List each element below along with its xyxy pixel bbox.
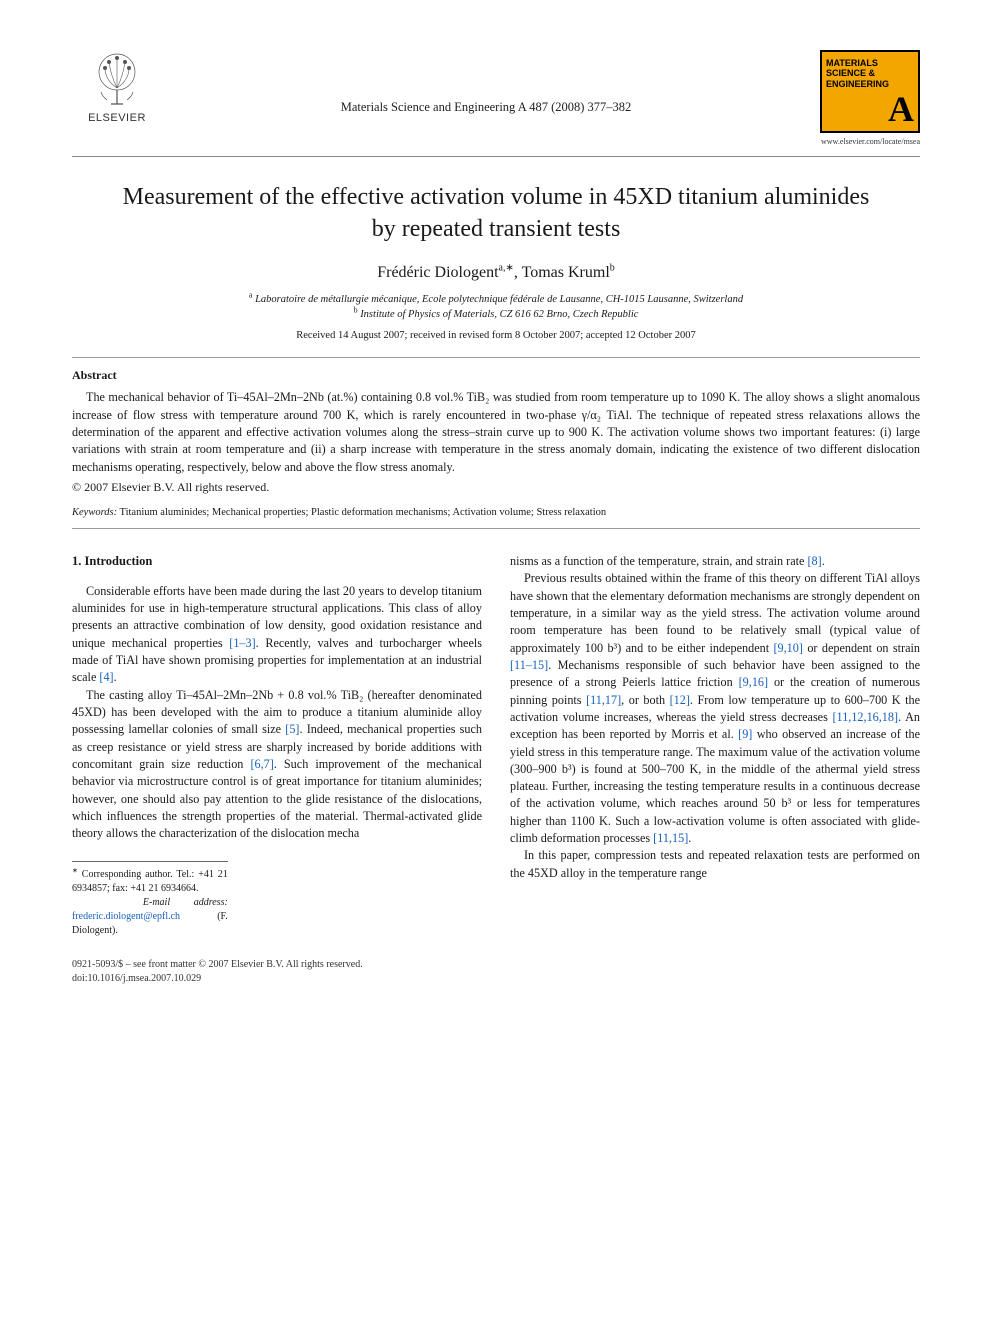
author-1-marks: a,∗ [499,262,514,273]
ref-11-15b[interactable]: [11,15] [653,831,688,845]
abstract-bottom-rule [72,528,920,529]
affiliation-b: Institute of Physics of Materials, CZ 61… [360,309,638,320]
corresponding-author: ∗ Corresponding author. Tel.: +41 21 693… [72,868,228,896]
email-label: E-mail address: [143,897,228,908]
intro-p3e: , or both [621,693,669,707]
intro-p3b: or dependent on strain [803,641,920,655]
intro-p3: Previous results obtained within the fra… [510,570,920,847]
elsevier-tree-icon [87,50,147,110]
journal-reference: Materials Science and Engineering A 487 … [162,50,810,115]
publisher-name: ELSEVIER [72,112,162,124]
abstract-copyright: © 2007 Elsevier B.V. All rights reserved… [72,480,920,495]
ref-11-15[interactable]: [11–15] [510,658,548,672]
article-dates: Received 14 August 2007; received in rev… [72,330,920,341]
abstract-label: Abstract [72,368,920,383]
authors: Frédéric Diologenta,∗, Tomas Krumlb [72,264,920,282]
ref-9-16[interactable]: [9,16] [739,675,768,689]
journal-logo: MATERIALS SCIENCE & ENGINEERING A www.el… [810,50,920,146]
affiliations: a Laboratoire de métallurgie mécanique, … [72,292,920,322]
publisher-logo: ELSEVIER [72,50,162,124]
body-columns: 1. Introduction Considerable efforts hav… [72,553,920,938]
page-container: ELSEVIER Materials Science and Engineeri… [0,0,992,1026]
article-title: Measurement of the effective activation … [112,181,880,246]
ref-11-12-16-18[interactable]: [11,12,16,18] [833,710,899,724]
abstract-body: The mechanical behavior of Ti–45Al–2Mn–2… [72,390,920,473]
author-1: Frédéric Diologent [377,264,498,281]
journal-logo-letter: A [826,91,914,127]
journal-logo-box: MATERIALS SCIENCE & ENGINEERING A [820,50,920,133]
header-rule [72,156,920,157]
intro-p3h: who observed an increase of the yield st… [510,727,920,845]
email-line: E-mail address: frederic.diologent@epfl.… [72,896,228,938]
keywords-label: Keywords: [72,507,117,518]
intro-p2-cont: nisms as a function of the temperature, … [510,553,920,570]
abstract-text: The mechanical behavior of Ti–45Al–2Mn–2… [72,389,920,476]
author-2: Tomas Kruml [522,264,610,281]
section-1-heading: 1. Introduction [72,553,482,571]
intro-p2: The casting alloy Ti–45Al–2Mn–2Nb + 0.8 … [72,687,482,843]
page-footer: 0921-5093/$ – see front matter © 2007 El… [72,958,920,986]
abstract-top-rule [72,357,920,358]
journal-url: www.elsevier.com/locate/msea [810,137,920,146]
column-left: 1. Introduction Considerable efforts hav… [72,553,482,938]
intro-p3i: . [688,831,691,845]
intro-p1: Considerable efforts have been made duri… [72,583,482,687]
corr-text: Corresponding author. Tel.: +41 21 69348… [72,869,228,894]
affiliation-a: Laboratoire de métallurgie mécanique, Ec… [255,294,743,305]
intro-p4: In this paper, compression tests and rep… [510,847,920,882]
ref-9[interactable]: [9] [738,727,752,741]
intro-p1c: . [114,670,117,684]
intro-p2d: nisms as a function of the temperature, … [510,554,807,568]
column-right: nisms as a function of the temperature, … [510,553,920,938]
journal-logo-title: MATERIALS SCIENCE & ENGINEERING [826,58,914,89]
ref-12[interactable]: [12] [670,693,690,707]
author-2-marks: b [610,262,615,273]
ref-1-3[interactable]: [1–3] [229,636,255,650]
keywords-text: Titanium aluminides; Mechanical properti… [120,507,607,518]
header-row: ELSEVIER Materials Science and Engineeri… [72,50,920,146]
keywords: Keywords: Titanium aluminides; Mechanica… [72,507,920,518]
ref-8[interactable]: [8] [807,554,821,568]
ref-5[interactable]: [5] [285,722,299,736]
footer-line-2: doi:10.1016/j.msea.2007.10.029 [72,972,920,986]
ref-6-7[interactable]: [6,7] [250,757,273,771]
ref-11-17[interactable]: [11,17] [586,693,621,707]
ref-9-10[interactable]: [9,10] [773,641,802,655]
email-link[interactable]: frederic.diologent@epfl.ch [72,911,180,922]
intro-p2e: . [822,554,825,568]
ref-4[interactable]: [4] [99,670,113,684]
footer-line-1: 0921-5093/$ – see front matter © 2007 El… [72,958,920,972]
footnotes: ∗ Corresponding author. Tel.: +41 21 693… [72,861,228,938]
